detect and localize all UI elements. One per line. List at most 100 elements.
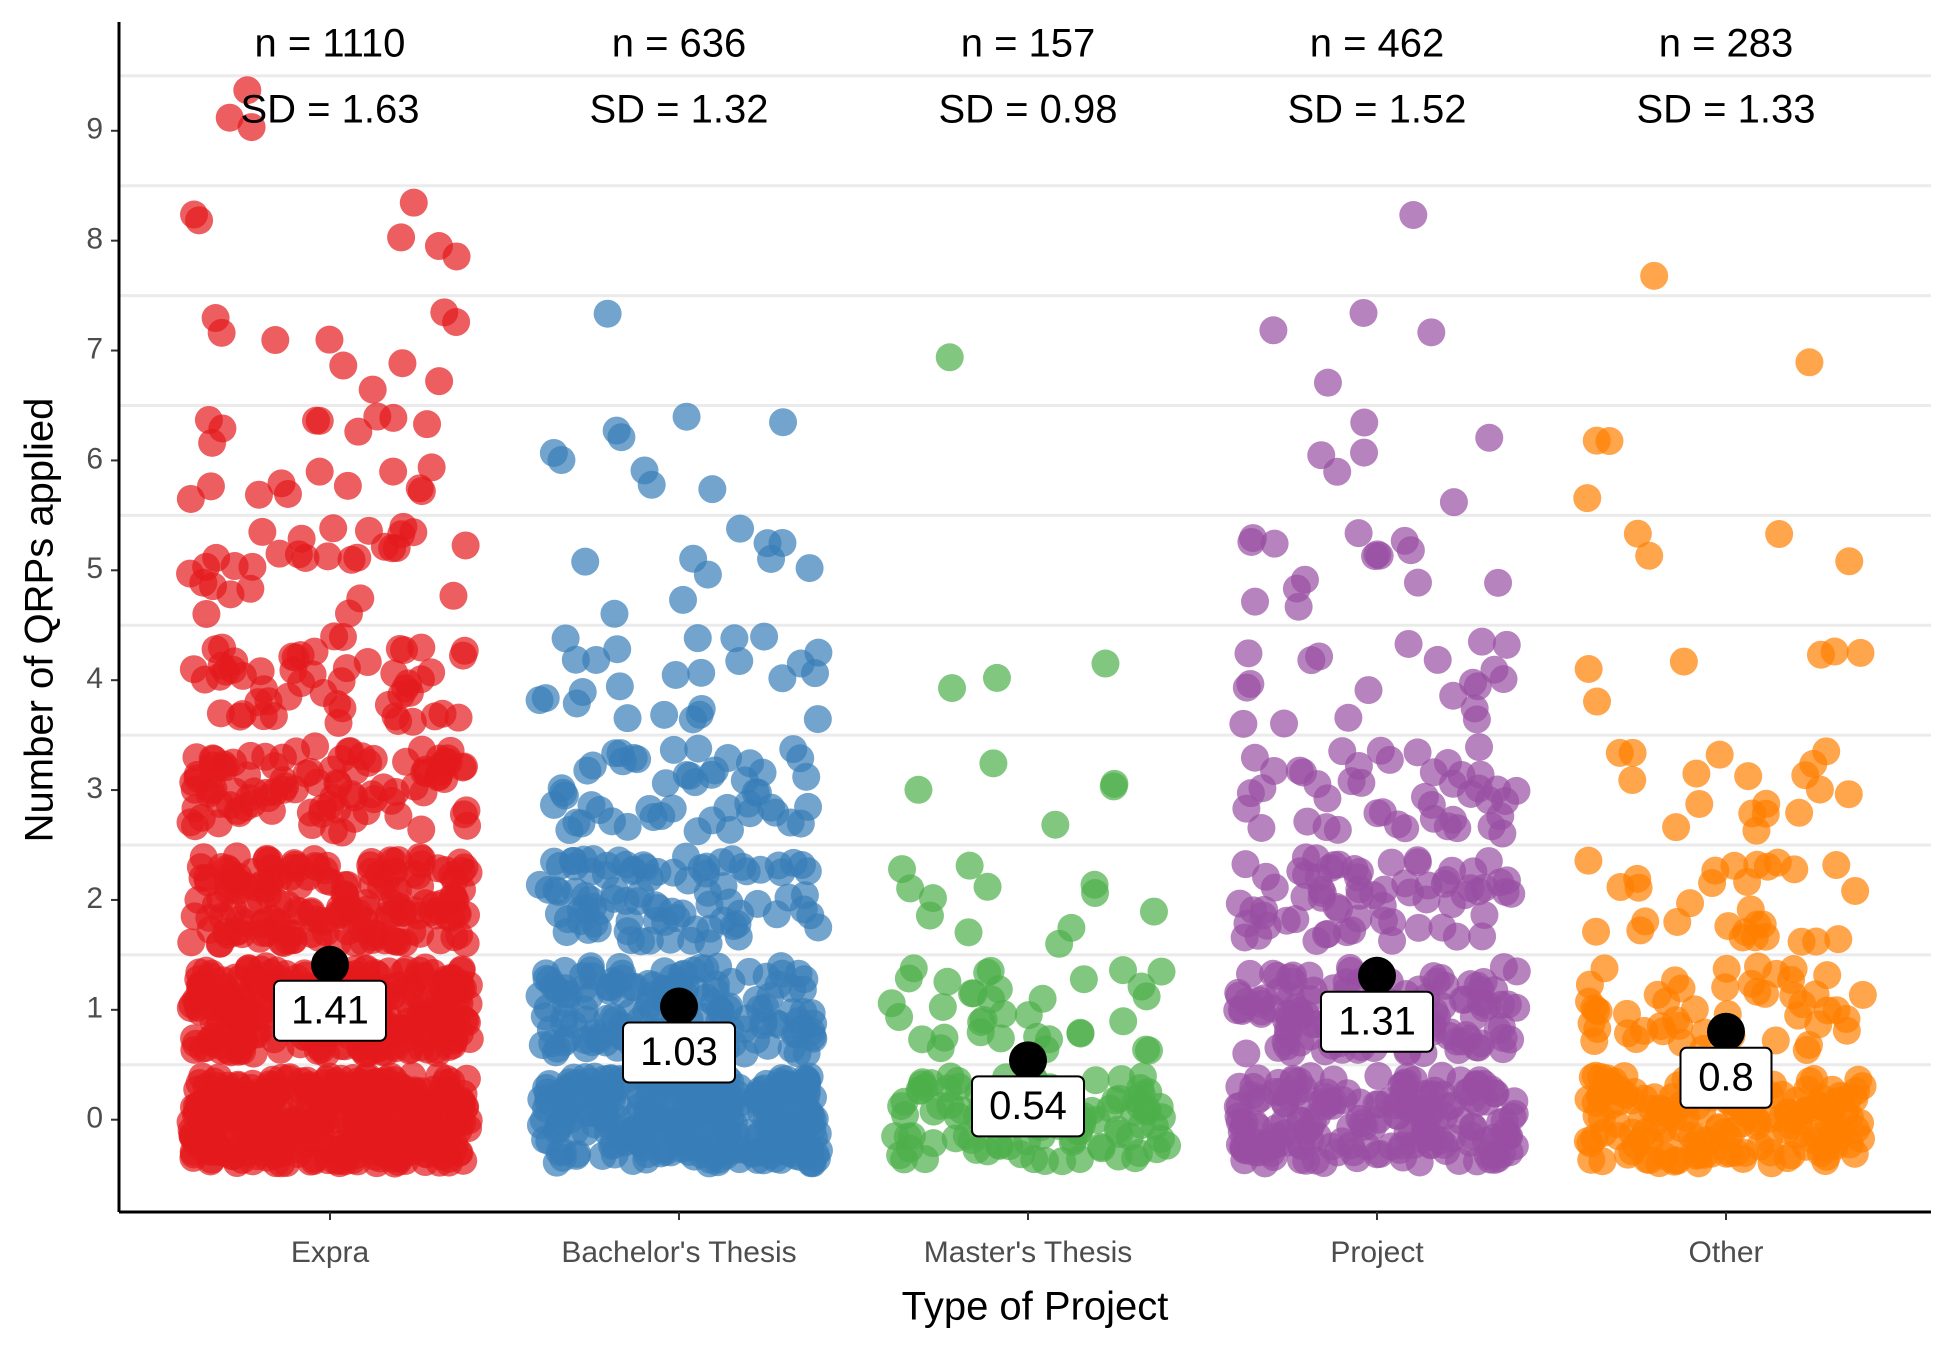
point (741, 778, 770, 807)
point (1313, 368, 1342, 397)
point (1623, 519, 1652, 548)
point (394, 669, 423, 698)
point (196, 915, 225, 944)
point (1459, 1113, 1488, 1142)
point (184, 885, 213, 914)
point (678, 705, 707, 734)
point (561, 645, 590, 674)
point (1618, 738, 1647, 767)
point (387, 223, 416, 252)
point (735, 957, 764, 986)
point (1069, 965, 1098, 994)
point (366, 1127, 395, 1156)
point (373, 905, 402, 934)
point (1791, 1132, 1820, 1161)
point (526, 1111, 555, 1140)
point (1465, 733, 1494, 762)
point (1835, 547, 1864, 576)
point (1417, 318, 1446, 347)
point (294, 1093, 323, 1122)
point (579, 892, 608, 921)
point (917, 1069, 946, 1098)
point (380, 1149, 409, 1178)
point (192, 599, 221, 628)
point (1237, 527, 1266, 556)
point (1437, 890, 1466, 919)
point (743, 889, 772, 918)
point (1377, 1132, 1406, 1161)
point (1334, 703, 1363, 732)
point (1403, 848, 1432, 877)
point (1403, 738, 1432, 767)
point (966, 1018, 995, 1047)
point (1352, 1132, 1381, 1161)
point (786, 809, 815, 838)
point (248, 517, 277, 546)
point (1405, 1148, 1434, 1177)
point (417, 658, 446, 687)
point (1057, 913, 1086, 942)
point (1649, 1115, 1678, 1144)
point (724, 922, 753, 951)
x-tick-label: Expra (291, 1236, 370, 1269)
mean-label: 0.54 (989, 1084, 1067, 1128)
point (176, 484, 205, 513)
point (595, 1072, 624, 1101)
point (1323, 457, 1352, 486)
point (1139, 897, 1168, 926)
point (1364, 1062, 1393, 1091)
point (1236, 669, 1265, 698)
point (1451, 985, 1480, 1014)
point (1247, 999, 1276, 1028)
y-axis-title: Number of QRPs applied (18, 398, 62, 843)
point (1464, 774, 1493, 803)
point (1109, 1007, 1138, 1036)
point (399, 188, 428, 217)
point (1574, 846, 1603, 875)
point (1234, 639, 1263, 668)
point (255, 866, 284, 895)
point (1662, 813, 1691, 842)
point (261, 326, 290, 355)
point (292, 759, 321, 788)
point (577, 791, 606, 820)
point (423, 854, 452, 883)
point (1792, 1036, 1821, 1065)
point (315, 325, 344, 354)
mean-label: 1.03 (640, 1030, 718, 1074)
y-tick-label: 1 (86, 992, 103, 1025)
point (804, 913, 833, 942)
point (578, 751, 607, 780)
point (1623, 864, 1652, 893)
point (732, 857, 761, 886)
point (769, 408, 798, 437)
point (792, 1067, 821, 1096)
point (698, 475, 727, 504)
point (1430, 1102, 1459, 1131)
point (329, 351, 358, 380)
point (199, 572, 228, 601)
sd-label: SD = 1.63 (240, 88, 419, 132)
point (1785, 798, 1814, 827)
point (1109, 956, 1138, 985)
point (233, 76, 262, 105)
point (198, 1023, 227, 1052)
point (1132, 982, 1161, 1011)
point (1431, 971, 1460, 1000)
point (637, 470, 666, 499)
point (662, 904, 691, 933)
point (1483, 1016, 1512, 1045)
point (695, 1096, 724, 1125)
x-axis-title: Type of Project (902, 1285, 1169, 1329)
point (380, 880, 409, 909)
n-label: n = 462 (1310, 22, 1445, 66)
point (888, 855, 917, 884)
point (804, 1136, 833, 1165)
point (684, 1127, 713, 1156)
point (384, 1071, 413, 1100)
point (1663, 907, 1692, 936)
point (1741, 1104, 1770, 1133)
point (525, 870, 554, 899)
point (407, 477, 436, 506)
point (756, 982, 785, 1011)
